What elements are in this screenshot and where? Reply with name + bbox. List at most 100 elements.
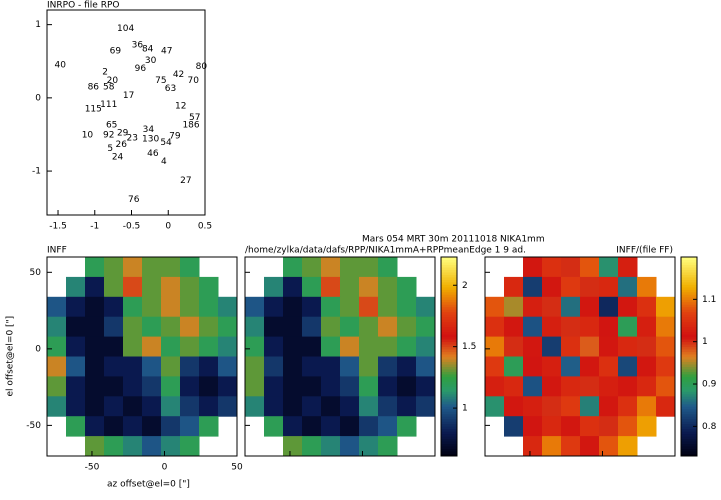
heat-cell xyxy=(599,336,619,357)
colorbar-band xyxy=(681,438,697,442)
heat-cell xyxy=(302,436,322,457)
heat-cell xyxy=(142,376,162,397)
heat-cell xyxy=(359,296,379,318)
colorbar-band xyxy=(441,329,457,333)
heat-cell xyxy=(599,416,619,437)
heat-cell xyxy=(161,436,181,457)
colorbar-band xyxy=(441,301,457,305)
x-tick-label: 0 xyxy=(165,222,171,232)
heat-cell xyxy=(283,336,303,357)
colorbar-band xyxy=(441,363,457,367)
heat-cell xyxy=(340,376,360,397)
colorbar-band xyxy=(441,381,457,385)
x-tick-label: -1 xyxy=(90,222,99,232)
heat-cell xyxy=(618,376,638,397)
colorbar-band xyxy=(681,413,697,417)
heat-cell xyxy=(161,416,181,437)
heat-cell xyxy=(561,316,581,338)
colorbar-band xyxy=(441,316,457,320)
colorbar-band xyxy=(681,378,697,382)
heat-cell xyxy=(104,416,124,437)
heat-cell xyxy=(245,336,265,357)
colorbar-band xyxy=(681,257,697,260)
heat-cell xyxy=(599,376,619,397)
heat-cell xyxy=(142,336,162,357)
heat-cell xyxy=(161,376,181,397)
colorbar-band xyxy=(681,296,697,300)
heat-cell xyxy=(142,416,162,437)
colorbar-band xyxy=(681,289,697,293)
colorbar-band xyxy=(681,363,697,367)
heat-cell xyxy=(123,416,143,437)
heat-cell xyxy=(637,356,657,377)
colorbar-band xyxy=(681,396,697,400)
heat-cell xyxy=(378,396,398,417)
heat-cell xyxy=(561,436,581,457)
heat-cell xyxy=(283,356,303,377)
colorbar-band xyxy=(681,324,697,328)
heat-cell xyxy=(264,376,284,397)
colorbar-band xyxy=(441,324,457,328)
heat-cell xyxy=(416,336,436,357)
colorbar-band xyxy=(681,391,697,395)
heat-cell xyxy=(66,356,86,377)
heat-cell xyxy=(504,416,524,437)
colorbar-band xyxy=(681,416,697,420)
colorbar-band xyxy=(441,386,457,390)
heat-cell xyxy=(104,396,124,417)
heat-cell xyxy=(599,396,619,417)
heat-cell xyxy=(104,436,124,457)
colorbar-band xyxy=(681,411,697,415)
heat-cell xyxy=(359,436,379,457)
point-label: 34 xyxy=(143,125,155,135)
point-label: 29 xyxy=(117,129,129,139)
heat-cell xyxy=(123,316,143,338)
colorbar-band xyxy=(681,366,697,370)
heat-cell xyxy=(302,396,322,417)
colorbar-band xyxy=(681,436,697,440)
x-tick-label: -1.5 xyxy=(49,222,67,232)
colorbar-band xyxy=(681,291,697,295)
colorbar-band xyxy=(441,396,457,400)
point-label: 2 xyxy=(102,68,108,78)
heat-cell xyxy=(618,416,638,437)
heat-cell xyxy=(180,316,200,338)
heat-cell xyxy=(66,276,86,298)
heat-cell xyxy=(161,276,181,298)
heat-cell xyxy=(283,416,303,437)
heat-cell xyxy=(416,376,436,397)
point-label: 12 xyxy=(175,101,186,111)
heat-cell xyxy=(378,257,398,278)
heat-cell xyxy=(580,257,600,278)
colorbar-band xyxy=(441,274,457,278)
point-label: 80 xyxy=(196,62,208,72)
chart-title: INFF xyxy=(47,246,67,256)
colorbar-band xyxy=(681,441,697,445)
heat-cell xyxy=(302,276,322,298)
colorbar-band xyxy=(681,311,697,315)
colorbar-band xyxy=(441,376,457,380)
heat-cell xyxy=(283,257,303,278)
heat-cell xyxy=(283,376,303,397)
heat-cell xyxy=(416,316,436,338)
heat-cell xyxy=(485,336,505,357)
heat-cell xyxy=(199,316,219,338)
colorbar-band xyxy=(681,294,697,298)
colorbar-band xyxy=(441,431,457,435)
heat-cell xyxy=(618,396,638,417)
colorbar-band xyxy=(681,274,697,278)
heat-cell xyxy=(123,356,143,377)
heat-cell xyxy=(180,376,200,397)
colorbar-band xyxy=(441,406,457,410)
heat-cell xyxy=(199,336,219,357)
colorbar-band xyxy=(681,388,697,392)
heat-cell xyxy=(523,356,543,377)
heat-cell xyxy=(340,416,360,437)
colorbar-band xyxy=(681,426,697,430)
point-label: 84 xyxy=(142,44,154,54)
heat-cell xyxy=(123,376,143,397)
heat-cell xyxy=(542,416,562,437)
colorbar-band xyxy=(681,433,697,437)
colorbar-band xyxy=(681,284,697,288)
x-tick-label: 50 xyxy=(231,463,243,473)
